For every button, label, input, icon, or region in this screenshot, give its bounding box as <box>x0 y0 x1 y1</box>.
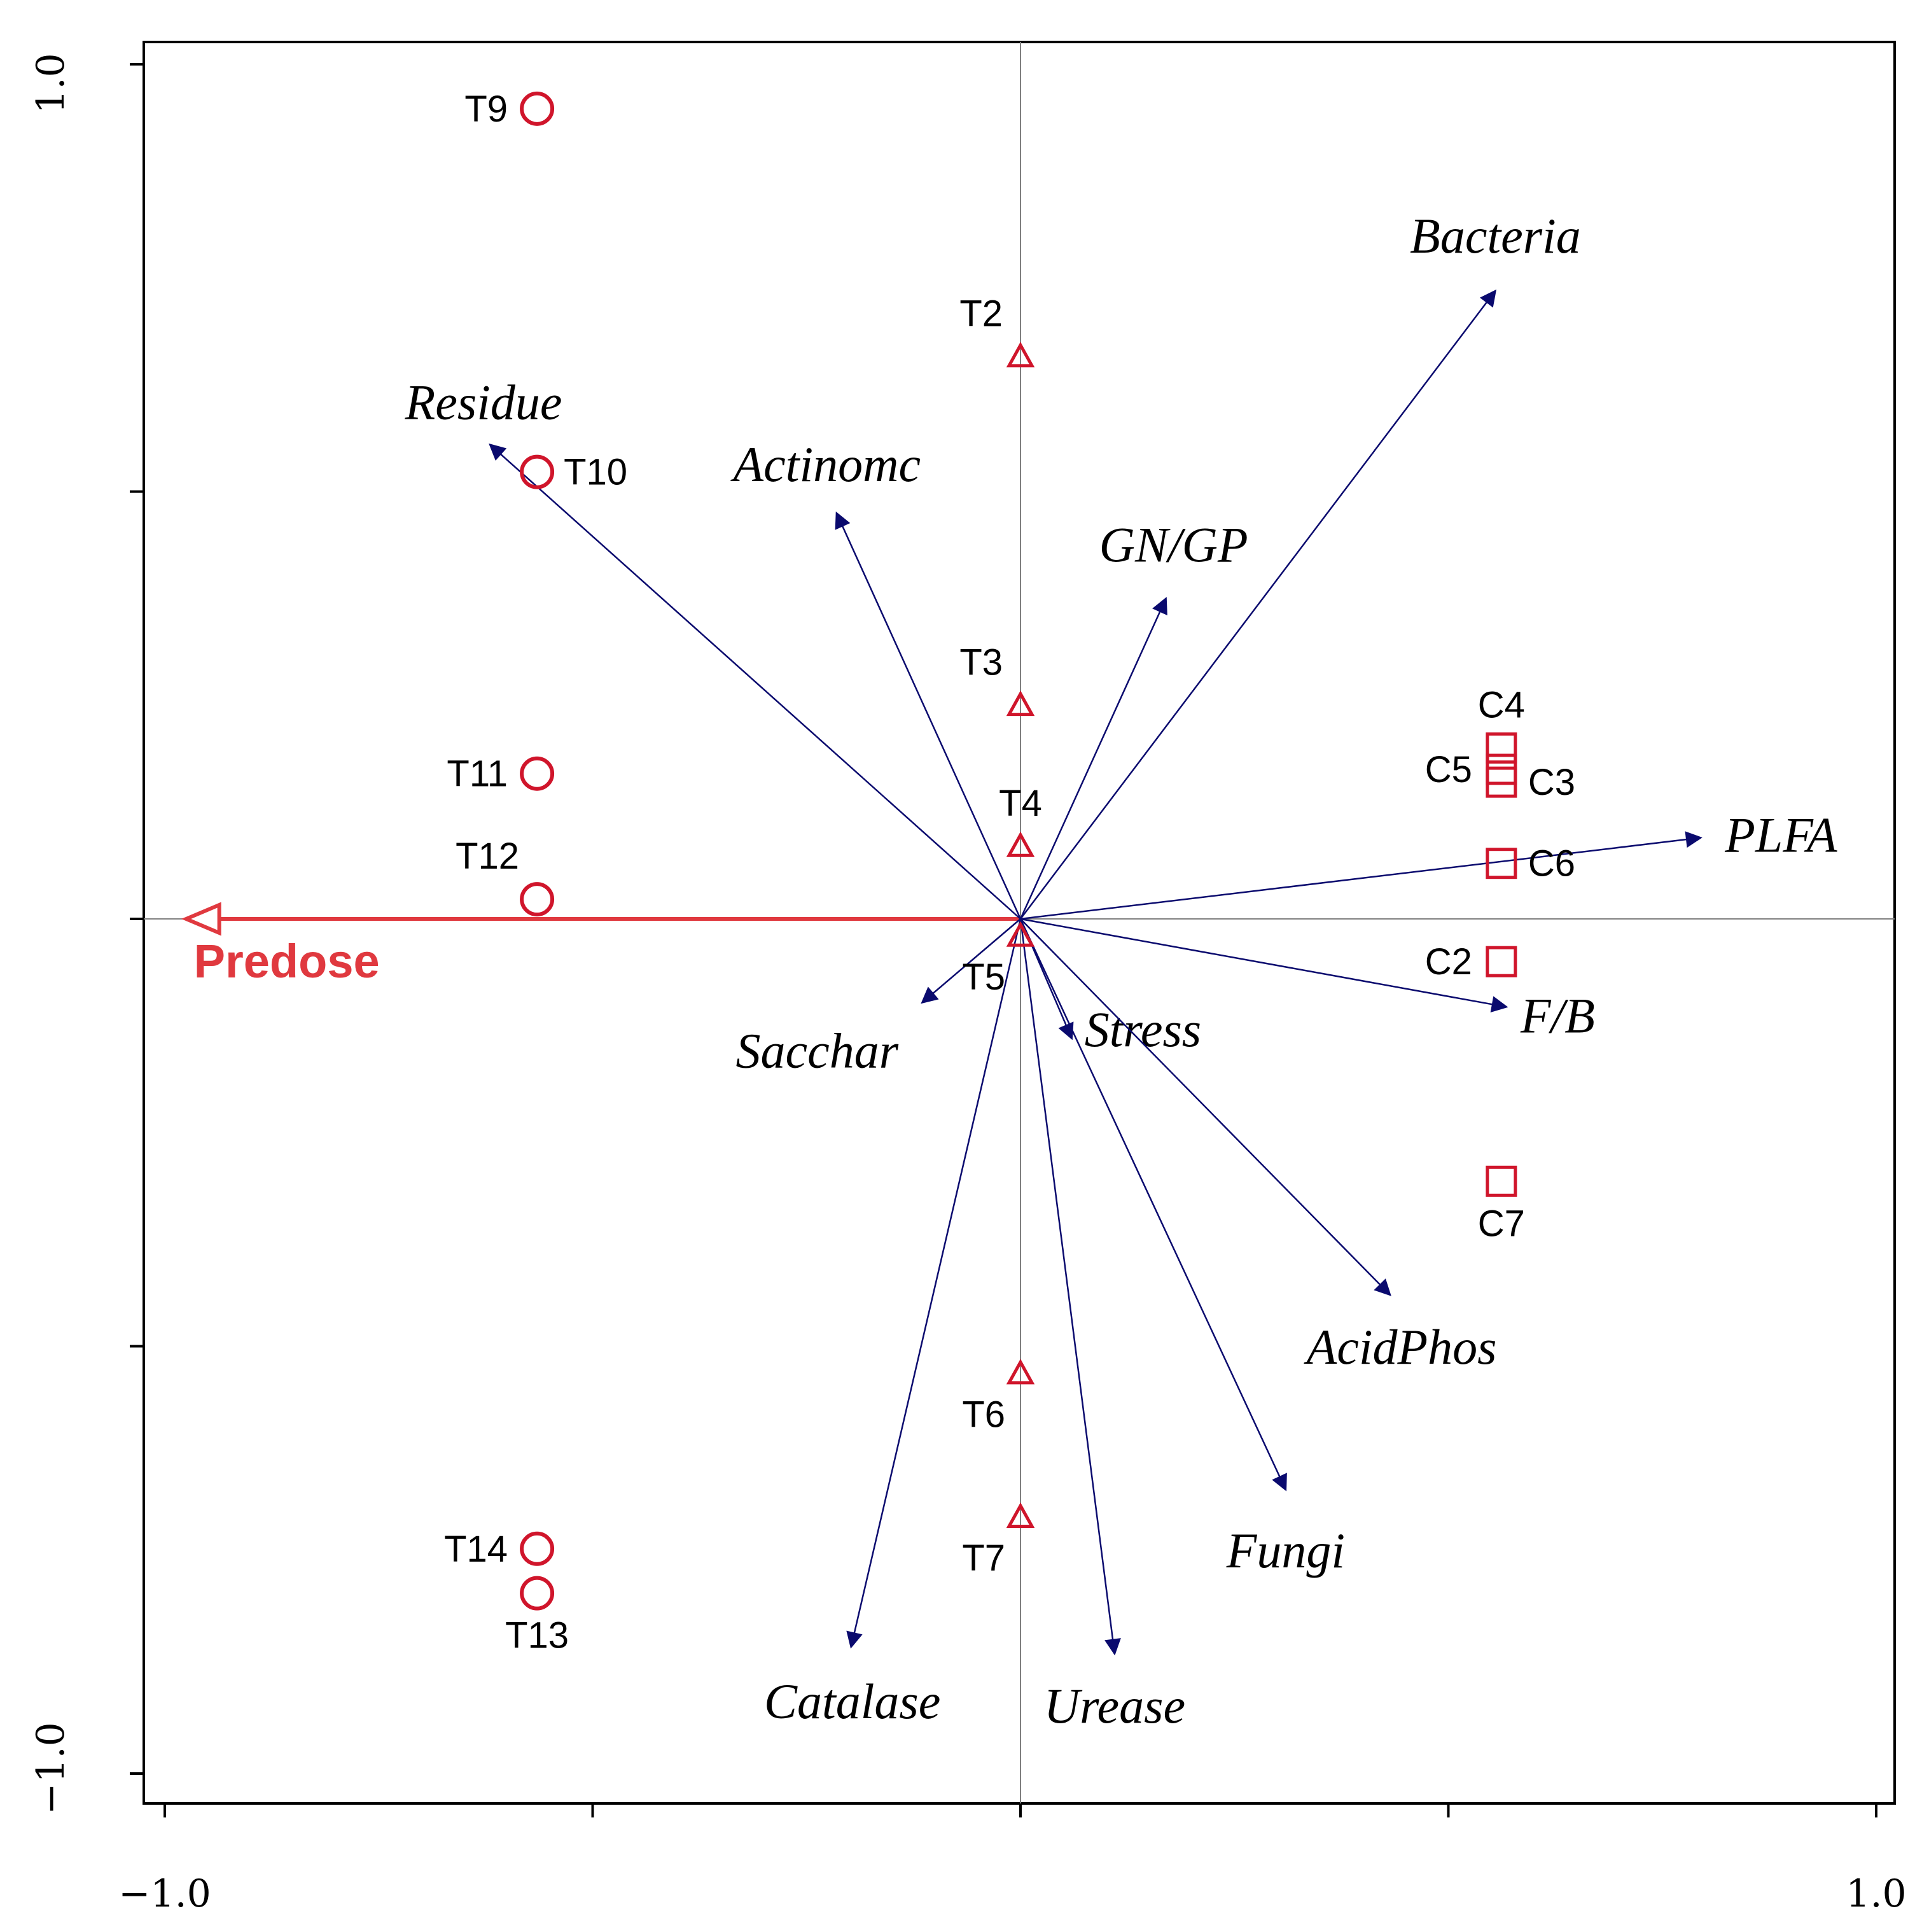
arrow-label-catalase: Catalase <box>764 1674 940 1729</box>
sample-label-t3: T3 <box>959 641 1003 683</box>
sample-label-t12: T12 <box>456 836 519 877</box>
sample-point-t9 <box>520 91 555 126</box>
sample-label-c2: C2 <box>1425 941 1472 983</box>
sample-label-c5: C5 <box>1425 749 1472 790</box>
sample-label-t9: T9 <box>464 88 508 130</box>
arrow-urease <box>1019 918 1121 1656</box>
sample-label-c4: C4 <box>1478 684 1525 725</box>
sample-label-t10: T10 <box>564 452 627 493</box>
sample-point-t13 <box>520 1576 555 1611</box>
arrow-label-f-b: F/B <box>1520 988 1595 1043</box>
sample-point-t14 <box>520 1531 555 1566</box>
sample-point-c7 <box>1486 1165 1517 1197</box>
sample-label-t2: T2 <box>959 293 1003 334</box>
arrow-label-fungi: Fungi <box>1226 1523 1345 1578</box>
env-label-predose: Predose <box>194 935 380 988</box>
x-tick-label: 1.0 <box>1846 1872 1906 1916</box>
arrow-label-urease: Urease <box>1044 1678 1185 1733</box>
sample-point-t5 <box>1006 921 1035 947</box>
arrow-label-actinomc: Actinomc <box>730 437 921 492</box>
axis-tick-labels: −1.0 1.0 1.0 −1.0 <box>29 53 1907 1916</box>
response-arrows: Bacteria Residue Actinomc GN/GP PLFA F/B Sacch… <box>405 208 1837 1733</box>
sample-point-t7 <box>1006 1502 1035 1528</box>
sample-point-t4 <box>1006 831 1035 857</box>
env-arrow-predose-head <box>181 902 221 936</box>
sample-label-t5: T5 <box>962 956 1005 998</box>
arrow-label-stress: Stress <box>1085 1002 1201 1057</box>
arrow-residue <box>489 443 1021 920</box>
sample-point-t6 <box>1006 1359 1035 1385</box>
arrow-bacteria <box>1020 289 1497 920</box>
sample-label-t13: T13 <box>505 1615 569 1656</box>
sample-label-c6: C6 <box>1528 843 1575 885</box>
sample-point-t3 <box>1006 690 1035 717</box>
arrow-label-plfa: PLFA <box>1724 807 1837 862</box>
arrow-fungi <box>1019 918 1287 1492</box>
sample-label-c3: C3 <box>1528 762 1575 803</box>
sample-point-t2 <box>1006 342 1035 368</box>
axis-ticks <box>130 63 1877 1817</box>
sample-point-c4 <box>1486 732 1517 764</box>
sample-point-t11 <box>520 756 555 791</box>
sample-point-t10 <box>520 454 555 489</box>
sample-point-c3 <box>1486 766 1517 798</box>
sample-label-t11: T11 <box>447 753 508 795</box>
arrow-acidphos <box>1020 918 1391 1296</box>
arrow-catalase <box>846 918 1022 1649</box>
arrow-f-b <box>1020 918 1508 1012</box>
sample-point-c2 <box>1486 946 1517 977</box>
x-tick-label: −1.0 <box>118 1872 211 1916</box>
arrow-sacchar <box>921 918 1021 1004</box>
explanatory-variables: Predose <box>181 902 1020 988</box>
sample-label-t14: T14 <box>444 1529 508 1570</box>
sample-label-t4: T4 <box>999 783 1042 824</box>
y-tick-label: −1.0 <box>29 1722 73 1815</box>
sample-label-t7: T7 <box>962 1537 1005 1579</box>
arrow-label-sacchar: Sacchar <box>736 1023 899 1079</box>
sample-point-c6 <box>1486 848 1517 879</box>
arrow-actinomc <box>835 511 1022 920</box>
arrow-plfa <box>1020 831 1703 920</box>
sample-point-t12 <box>520 882 555 917</box>
arrow-label-acidphos: AcidPhos <box>1304 1319 1497 1375</box>
sample-label-c7: C7 <box>1478 1203 1525 1244</box>
arrow-label-bacteria: Bacteria <box>1410 208 1581 263</box>
arrow-label-gn-gp: GN/GP <box>1099 517 1248 572</box>
sample-label-t6: T6 <box>962 1394 1005 1435</box>
y-tick-label: 1.0 <box>29 53 73 113</box>
arrow-label-residue: Residue <box>405 375 562 430</box>
arrow-gn-gp <box>1019 597 1167 920</box>
